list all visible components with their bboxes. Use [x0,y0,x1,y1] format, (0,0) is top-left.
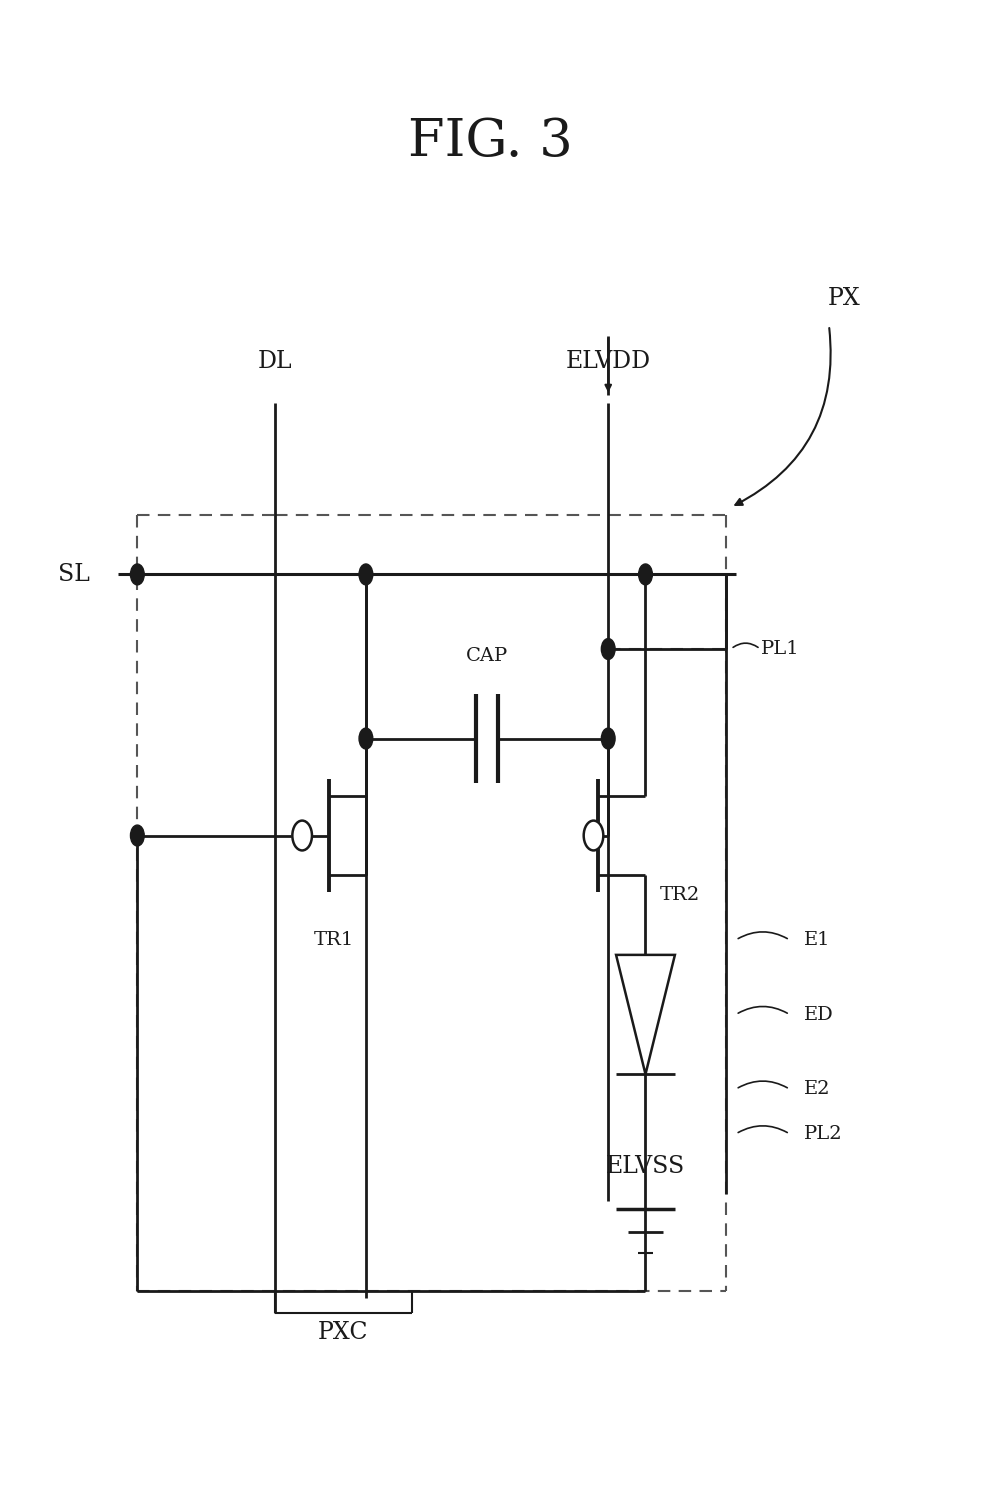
Circle shape [584,821,603,850]
Text: FIG. 3: FIG. 3 [408,116,573,167]
Text: E1: E1 [804,931,831,949]
Text: E2: E2 [804,1080,831,1098]
Circle shape [130,564,144,585]
Text: ELVDD: ELVDD [566,349,650,373]
Text: ED: ED [804,1006,834,1024]
Text: CAP: CAP [466,648,508,665]
Text: TR2: TR2 [660,886,700,904]
Circle shape [130,825,144,846]
Circle shape [639,564,652,585]
Circle shape [601,639,615,659]
Text: SL: SL [58,562,89,586]
Text: PL1: PL1 [760,640,800,658]
Text: ELVSS: ELVSS [606,1155,685,1179]
Text: PX: PX [827,286,860,310]
Circle shape [601,728,615,749]
Circle shape [359,564,373,585]
Circle shape [292,821,312,850]
Text: TR1: TR1 [313,931,354,949]
Text: PL2: PL2 [804,1125,843,1143]
Circle shape [359,728,373,749]
Text: DL: DL [257,349,292,373]
Text: PXC: PXC [318,1320,369,1344]
